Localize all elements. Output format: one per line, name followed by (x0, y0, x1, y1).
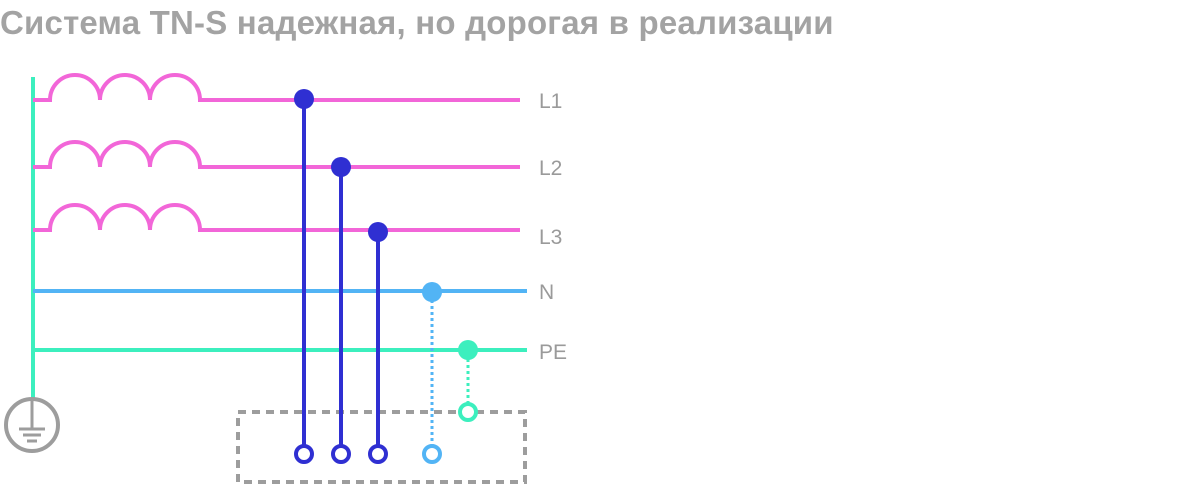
terminal-n (422, 444, 442, 464)
consumer-enclosure (236, 410, 527, 484)
winding-coil-icon (33, 203, 520, 232)
line-pe: PE (33, 341, 567, 364)
label-l1: L1 (539, 90, 562, 113)
terminal-l3 (368, 444, 388, 464)
junction-dot-l1 (294, 89, 314, 109)
winding-coil-icon (33, 73, 520, 102)
terminal-pe (458, 402, 478, 422)
pe-tap (458, 340, 478, 422)
junction-dot-pe (458, 340, 478, 360)
junction-dot-l2 (331, 157, 351, 177)
page-title: Система TN-S надежная, но дорогая в реал… (0, 4, 834, 41)
winding-coil-icon (33, 140, 520, 169)
junction-dot-n (422, 282, 442, 302)
line-l2: L2 (33, 140, 562, 180)
junction-dot-l3 (368, 222, 388, 242)
label-n: N (539, 281, 554, 304)
ground-icon (4, 397, 60, 453)
terminal-l1 (294, 444, 314, 464)
neutral-tap (422, 282, 442, 464)
line-l1: L1 (33, 73, 562, 113)
line-l3: L3 (33, 203, 562, 249)
line-n: N (33, 281, 554, 304)
terminal-l2 (331, 444, 351, 464)
label-l3: L3 (539, 226, 562, 249)
label-pe: PE (539, 341, 567, 364)
phase-taps (294, 89, 388, 464)
label-l2: L2 (539, 157, 562, 180)
